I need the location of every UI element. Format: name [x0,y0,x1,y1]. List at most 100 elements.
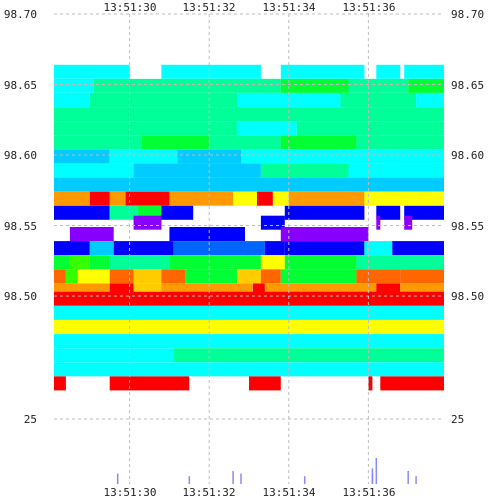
heatmap-cell [237,121,297,136]
heatmap-cell [288,191,365,206]
heatmap-cell [272,191,289,206]
heatmap-cell [69,227,114,241]
heatmap-cell [89,241,114,256]
heatmap-cell [169,227,245,241]
heatmap-cell [185,269,237,284]
heatmap-cell [54,305,444,320]
heatmap-layer [54,64,444,391]
heatmap-cell [260,269,281,284]
heatmap-cell [253,283,265,298]
heatmap-cell [161,64,261,79]
heatmap-cell [133,269,162,284]
heatmap-cell [280,64,365,79]
heatmap-cell [260,255,285,270]
heatmap-cell [109,376,190,391]
volume-layer [116,458,417,484]
heatmap-cell [348,78,409,93]
heatmap-cell [54,291,444,306]
heatmap-cell [54,241,90,256]
heatmap-cell [54,135,142,150]
heatmap-cell [109,191,126,206]
x-tick-label-top: 13:51:32 [183,1,236,14]
heatmap-cell [109,255,170,270]
heatmap-cell [93,78,281,93]
heatmap-cell [237,269,261,284]
heatmap-cell [257,191,273,206]
y-tick-label-left: 98.60 [4,149,37,162]
heatmap-cell [280,227,369,241]
x-tick-label-bottom: 13:51:34 [263,486,316,499]
heatmap-cell [416,93,444,107]
heatmap-cell [348,163,444,178]
heatmap-cell [54,78,94,93]
x-tick-label-bottom: 13:51:30 [104,486,157,499]
heatmap-cell [54,376,66,391]
heatmap-cell [209,135,281,150]
heatmap-cell [284,241,365,256]
heatmap-cell [133,163,261,178]
heatmap-cell [260,163,349,178]
heatmap-cell [54,177,444,192]
heatmap-cell [161,269,186,284]
heatmap-cell [141,135,210,150]
heatmap-cell [54,149,110,164]
heatmap-cell [54,320,444,334]
y-tick-label-right: 98.55 [451,220,484,233]
heatmap-cell [233,191,257,206]
heatmap-cell [54,107,444,122]
heatmap-cell [169,191,234,206]
heatmap-cell [169,255,261,270]
x-tick-label-bottom: 13:51:32 [183,486,236,499]
heatmap-cell [404,205,444,220]
heatmap-cell [340,93,417,107]
y-axis-right: 98.70 98.65 98.60 98.55 98.50 25 [451,8,484,426]
heatmap-cell [280,269,357,284]
heatmap-cell [296,121,444,136]
heatmap-cell [109,205,138,220]
y-axis-left: 98.70 98.65 98.60 98.55 98.50 25 [4,8,37,426]
heatmap-cell [54,93,90,107]
heatmap-cell [54,334,444,349]
heatmap-cell [404,215,413,230]
heatmap-cell [77,269,110,284]
heatmap-cell [54,191,90,206]
heatmap-cell [173,241,265,256]
volume-tick-label-right: 25 [451,413,464,426]
x-axis-top: 13:51:30 13:51:32 13:51:34 13:51:36 [104,1,396,14]
heatmap-cell [264,241,285,256]
heatmap-cell [54,348,174,363]
heatmap-cell [65,269,78,284]
x-axis-bottom: 13:51:30 13:51:32 13:51:34 13:51:36 [104,486,396,499]
x-tick-label-top: 13:51:30 [104,1,157,14]
heatmap-cell [376,205,401,220]
heatmap-cell [109,269,134,284]
heatmap-cell [249,376,281,391]
heatmap-cell [280,135,357,150]
heatmap-cell [416,191,444,206]
heatmap-cell [54,255,70,270]
heatmap-cell [54,64,130,79]
heatmap-cell [376,215,381,230]
heatmap-cell [89,191,110,206]
y-tick-label-left: 98.65 [4,79,37,92]
heatmap-cell [125,191,170,206]
x-tick-label-top: 13:51:36 [343,1,396,14]
heatmap-cell [161,205,194,220]
heatmap-cell [241,149,341,164]
y-tick-label-right: 98.65 [451,79,484,92]
heatmap-cell [408,78,444,93]
heatmap-cell [260,215,285,230]
grid-layer [54,13,444,484]
y-tick-label-left: 98.55 [4,220,37,233]
heatmap-cell [380,376,444,391]
heatmap-cell [340,149,444,164]
heatmap-cell [89,93,237,107]
heatmap-cell [54,163,134,178]
heatmap-cell [280,78,349,93]
y-tick-label-right: 98.50 [451,290,484,303]
heatmap-cell [364,241,393,256]
heatmap-cell [54,269,66,284]
heatmap-cell [54,121,238,136]
y-tick-label-right: 98.60 [451,149,484,162]
